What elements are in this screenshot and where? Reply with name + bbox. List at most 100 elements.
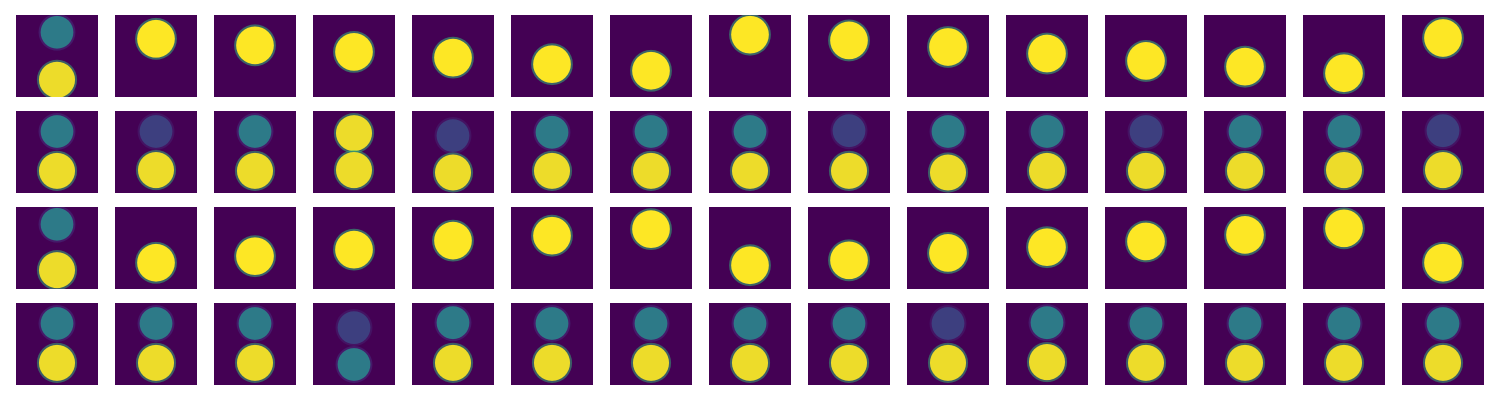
blob-dim xyxy=(1327,307,1361,340)
blob-solid xyxy=(1028,228,1066,267)
heatmap-canvas xyxy=(1204,303,1286,385)
blob-dim xyxy=(40,115,74,148)
heatmap-canvas xyxy=(1105,303,1187,385)
blob-bright xyxy=(236,344,274,381)
heatmap-frame xyxy=(1402,303,1484,385)
heatmap-frame xyxy=(313,207,395,289)
heatmap-frame xyxy=(610,207,692,289)
blob-dim xyxy=(832,307,866,340)
heatmap-frame xyxy=(808,207,890,289)
blob-dim xyxy=(1426,307,1460,340)
heatmap-frame xyxy=(115,15,197,97)
heatmap-canvas xyxy=(1006,15,1088,97)
blob-solid xyxy=(731,15,769,54)
heatmap-canvas xyxy=(16,303,98,385)
blob-bright xyxy=(1325,152,1363,189)
blob-dim xyxy=(1228,307,1262,340)
blob-faint xyxy=(1129,115,1163,148)
heatmap-canvas xyxy=(16,111,98,193)
heatmap-canvas xyxy=(115,207,197,289)
blob-solid xyxy=(533,45,571,84)
blob-faint xyxy=(139,115,173,148)
heatmap-frame xyxy=(412,15,494,97)
heatmap-frame xyxy=(907,207,989,289)
heatmap-frame xyxy=(115,303,197,385)
blob-bright xyxy=(137,152,175,189)
heatmap-frame xyxy=(511,207,593,289)
blob-bright xyxy=(335,115,373,152)
heatmap-frame xyxy=(1204,303,1286,385)
blob-solid xyxy=(1028,34,1066,73)
heatmap-frame xyxy=(1006,111,1088,193)
heatmap-frame xyxy=(1204,207,1286,289)
blob-bright xyxy=(1028,152,1066,189)
heatmap-canvas xyxy=(1204,111,1286,193)
heatmap-frame xyxy=(1303,207,1385,289)
blob-bright xyxy=(1226,152,1264,189)
heatmap-canvas xyxy=(115,15,197,97)
blob-solid xyxy=(335,230,373,269)
blob-faint xyxy=(832,114,866,148)
heatmap-frame xyxy=(808,15,890,97)
heatmap-frame xyxy=(709,15,791,97)
heatmap-frame xyxy=(214,111,296,193)
blob-dim xyxy=(436,306,470,340)
heatmap-frame xyxy=(808,303,890,385)
heatmap-canvas xyxy=(907,303,989,385)
heatmap-frame xyxy=(214,207,296,289)
heatmap-frame xyxy=(1402,111,1484,193)
blob-bright xyxy=(731,152,769,189)
blob-faint xyxy=(1426,114,1460,148)
blob-dim xyxy=(634,115,668,148)
blob-bright xyxy=(236,152,274,189)
heatmap-canvas xyxy=(313,15,395,97)
heatmap-frame xyxy=(1204,15,1286,97)
blob-solid xyxy=(830,21,868,60)
blob-bright xyxy=(1424,344,1462,381)
heatmap-frame xyxy=(1402,207,1484,289)
heatmap-canvas xyxy=(1303,111,1385,193)
blob-solid xyxy=(632,210,670,248)
heatmap-frame xyxy=(1204,111,1286,193)
blob-dim xyxy=(238,307,272,340)
blob-solid xyxy=(335,33,373,71)
blob-dim xyxy=(337,348,371,381)
heatmap-frame xyxy=(313,15,395,97)
blob-dim xyxy=(238,115,272,148)
heatmap-frame xyxy=(412,111,494,193)
heatmap-frame xyxy=(1303,303,1385,385)
blob-solid xyxy=(1127,222,1165,261)
blob-bright xyxy=(137,344,175,381)
blob-bright xyxy=(38,152,76,189)
blob-bright xyxy=(929,154,967,191)
heatmap-frame xyxy=(214,15,296,97)
heatmap-frame xyxy=(313,303,395,385)
heatmap-frame xyxy=(907,303,989,385)
heatmap-canvas xyxy=(511,207,593,289)
heatmap-frame xyxy=(1006,207,1088,289)
blob-bright xyxy=(632,152,670,189)
heatmap-canvas xyxy=(907,111,989,193)
heatmap-frame xyxy=(610,111,692,193)
blob-solid xyxy=(1325,209,1363,248)
heatmap-canvas xyxy=(511,111,593,193)
heatmap-canvas xyxy=(1402,207,1484,289)
blob-dim xyxy=(40,307,74,340)
blob-bright xyxy=(434,154,472,191)
heatmap-frame xyxy=(16,111,98,193)
heatmap-frame xyxy=(115,111,197,193)
blob-dim xyxy=(1030,115,1064,148)
heatmap-canvas xyxy=(313,111,395,193)
heatmap-canvas xyxy=(511,303,593,385)
blob-bright xyxy=(1028,344,1066,381)
heatmap-frame xyxy=(511,303,593,385)
blob-dim xyxy=(535,115,569,149)
heatmap-canvas xyxy=(1303,207,1385,289)
heatmap-canvas xyxy=(412,111,494,193)
heatmap-canvas xyxy=(1105,111,1187,193)
heatmap-canvas xyxy=(115,111,197,193)
heatmap-frame xyxy=(709,207,791,289)
blob-solid xyxy=(1127,42,1165,80)
blob-solid xyxy=(830,241,868,280)
heatmap-canvas xyxy=(1006,111,1088,193)
